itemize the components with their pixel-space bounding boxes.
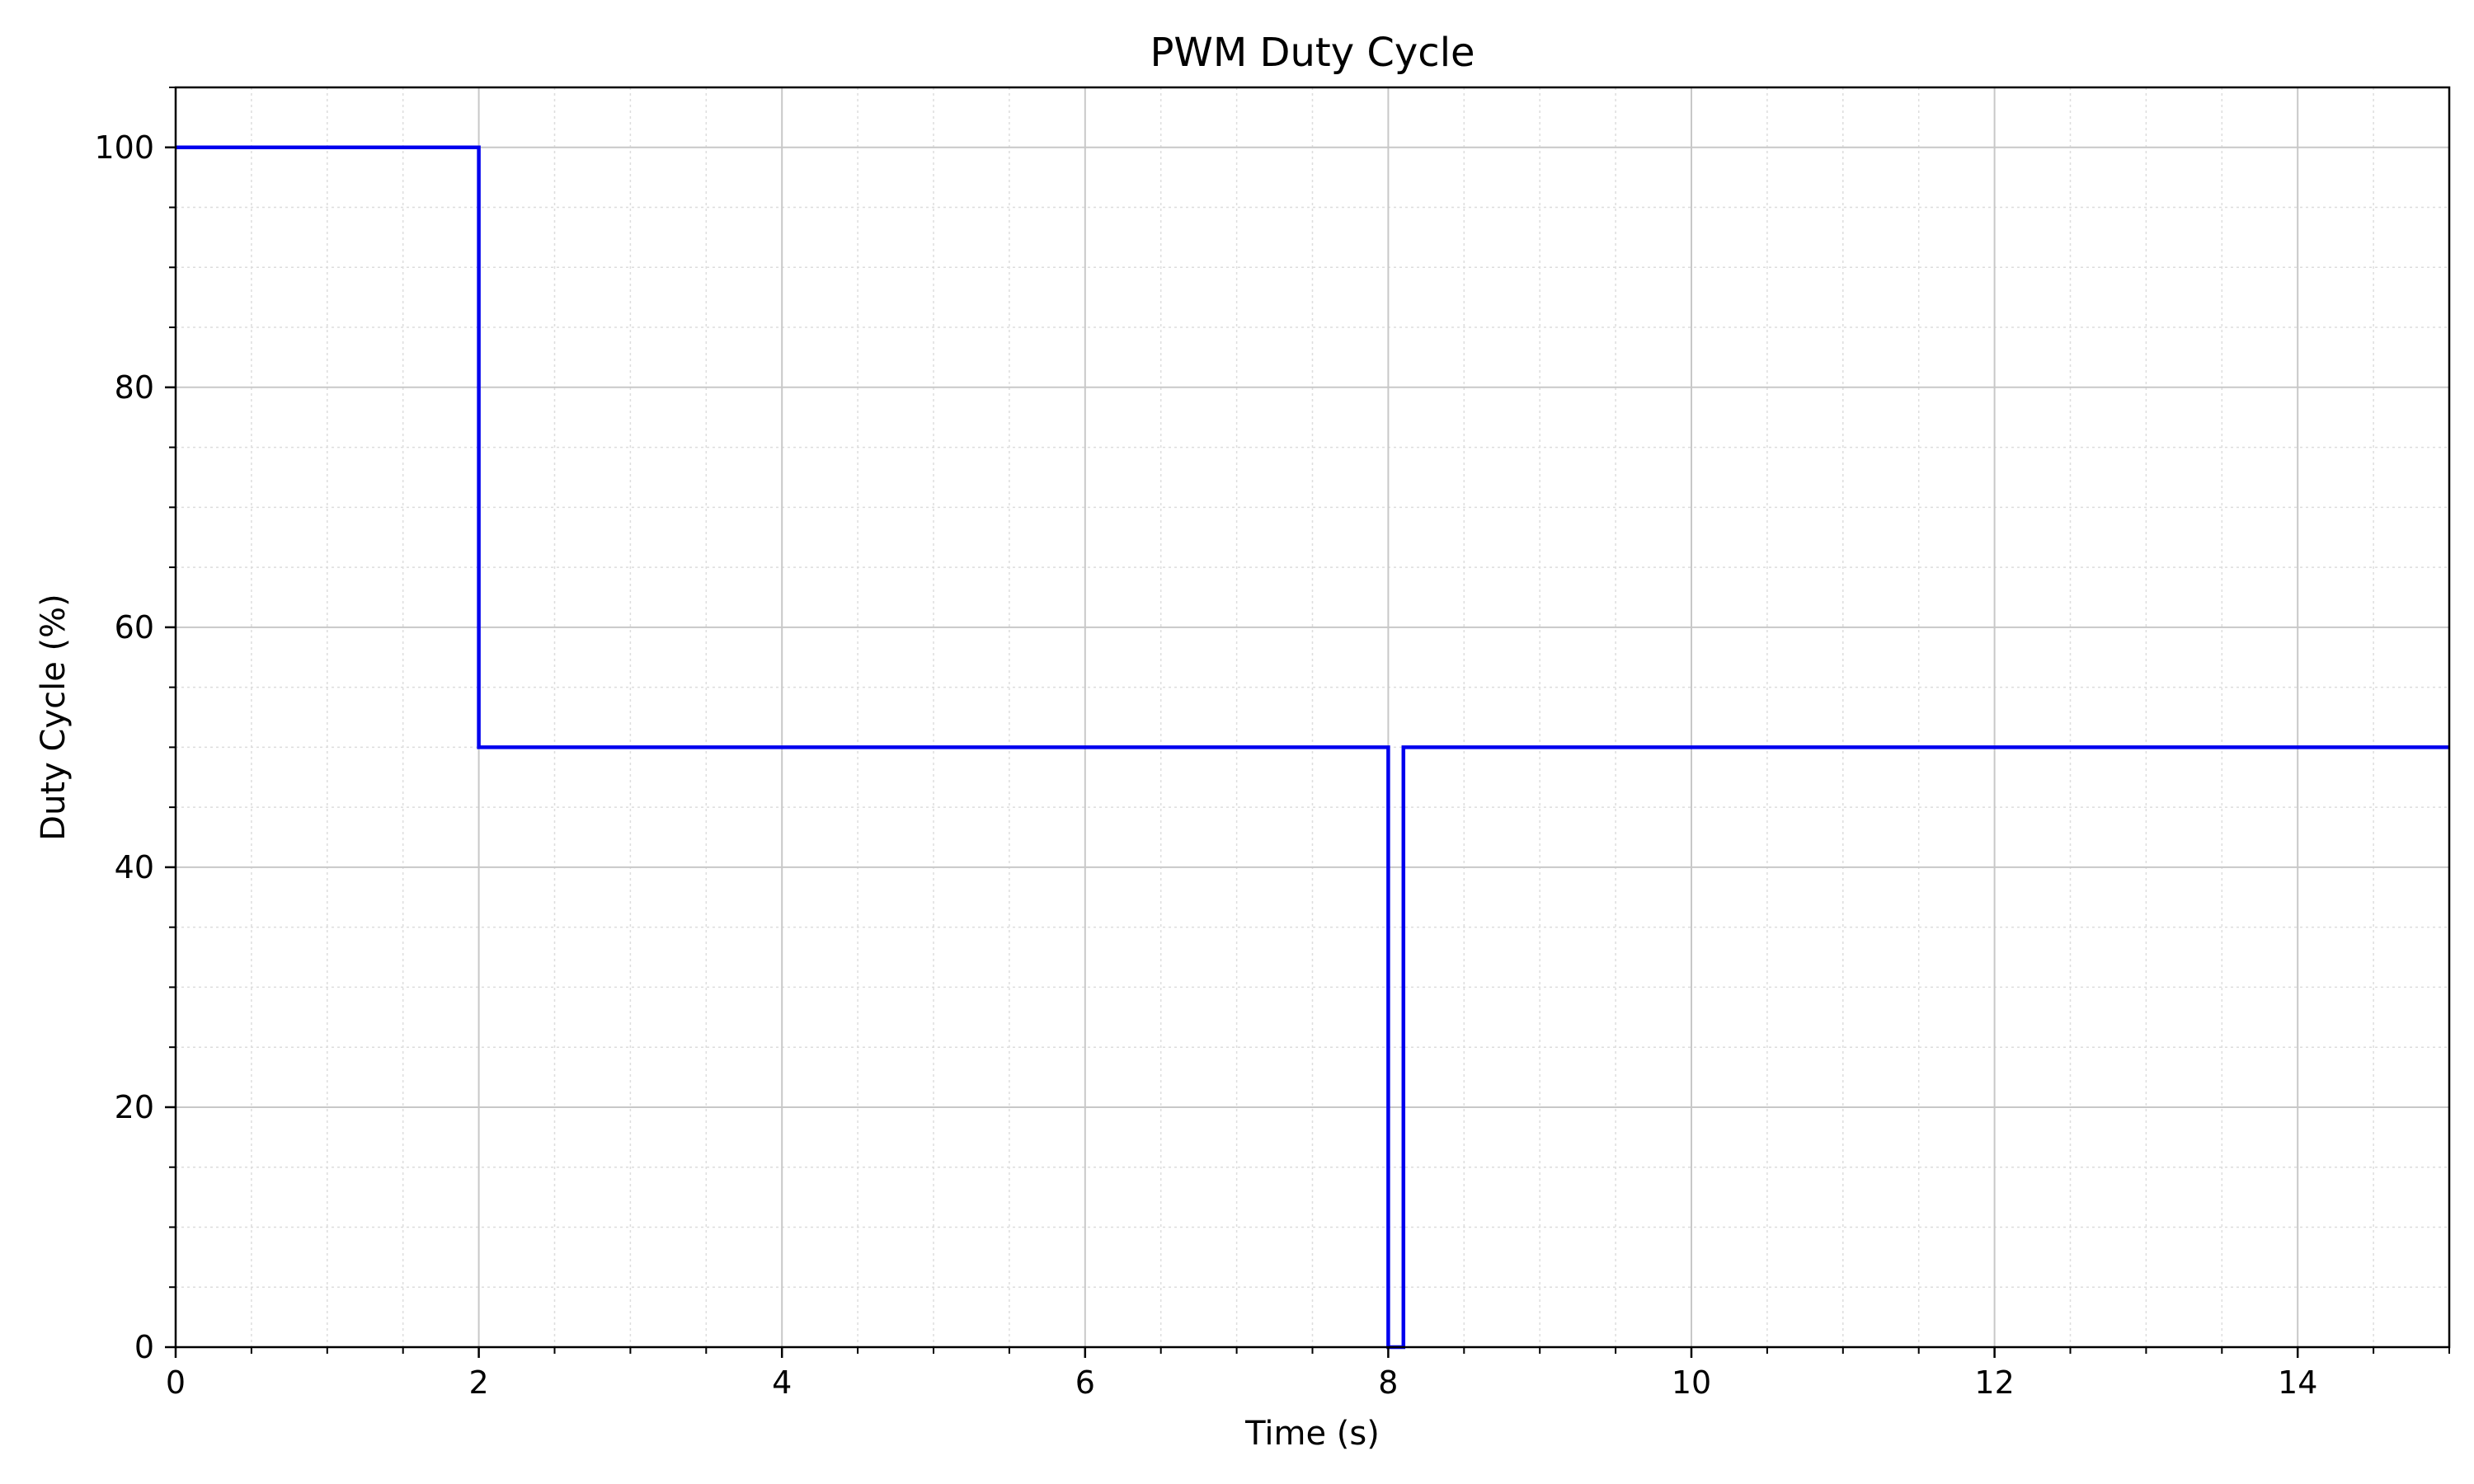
x-tick-label: 8 [1378,1364,1398,1401]
y-axis-title: Duty Cycle (%) [35,594,73,840]
x-tick-label: 6 [1075,1364,1095,1401]
x-tick-label: 14 [2278,1364,2317,1401]
x-tick-label: 10 [1672,1364,1711,1401]
axis-ticks [165,87,2450,1358]
y-tick-label: 100 [94,129,154,166]
x-tick-label: 12 [1974,1364,2014,1401]
y-tick-label: 60 [115,609,154,646]
y-tick-label: 20 [115,1089,154,1125]
minor-grid [176,87,2450,1347]
series-line-1 [176,145,2449,1350]
y-tick-label: 80 [115,369,154,406]
tick-labels: 0 2 4 6 8 10 12 14 0 20 40 60 80 100 [94,129,2317,1401]
x-axis-title: Time (s) [1244,1415,1380,1453]
y-tick-label: 40 [115,849,154,885]
x-tick-label: 0 [166,1364,186,1401]
x-tick-label: 4 [772,1364,792,1401]
y-tick-label: 0 [134,1329,154,1365]
series-layer [176,145,2449,1350]
x-tick-label: 2 [469,1364,489,1401]
chart-title: PWM Duty Cycle [1150,30,1475,76]
